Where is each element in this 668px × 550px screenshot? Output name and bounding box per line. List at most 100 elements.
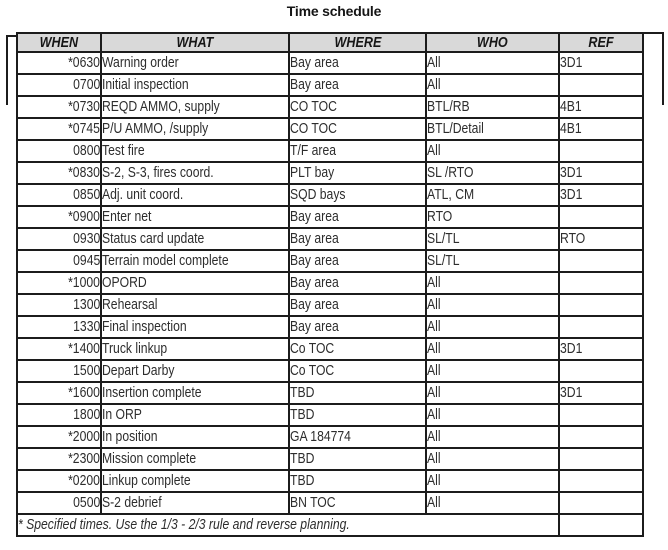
- column-header-what: WHAT: [100, 32, 290, 53]
- table-row: *0630 Warning order Bay area All 3D1: [16, 51, 644, 75]
- what-cell: Insertion complete: [100, 381, 290, 405]
- where-cell: CO TOC: [288, 117, 427, 141]
- where-cell: Bay area: [288, 227, 427, 251]
- when-cell: *0630: [16, 51, 102, 75]
- who-cell: All: [425, 337, 560, 361]
- who-cell: All: [425, 381, 560, 405]
- where-cell: TBD: [288, 381, 427, 405]
- when-cell: *2000: [16, 425, 102, 449]
- where-cell: Co TOC: [288, 359, 427, 383]
- table-row: *1600 Insertion complete TBD All 3D1: [16, 381, 644, 405]
- table-row: *0830 S-2, S-3, fires coord. PLT bay SL …: [16, 161, 644, 185]
- ref-cell: [558, 469, 644, 493]
- what-cell: Adj. unit coord.: [100, 183, 290, 207]
- ref-cell: RTO: [558, 227, 644, 251]
- when-cell: 0800: [16, 139, 102, 163]
- column-header-ref: REF: [558, 32, 644, 53]
- ref-cell: [558, 205, 644, 229]
- ref-cell: 3D1: [558, 51, 644, 75]
- who-cell: ATL, CM: [425, 183, 560, 207]
- ref-cell: 3D1: [558, 183, 644, 207]
- table-row: *0900 Enter net Bay area RTO: [16, 205, 644, 229]
- table-row: *1000 OPORD Bay area All: [16, 271, 644, 295]
- table-row: *2300 Mission complete TBD All: [16, 447, 644, 471]
- table-row: 1800 In ORP TBD All: [16, 403, 644, 427]
- ref-cell: [558, 447, 644, 471]
- where-cell: Bay area: [288, 249, 427, 273]
- where-cell: TBD: [288, 447, 427, 471]
- when-cell: *0200: [16, 469, 102, 493]
- page-frame-left-connector: [6, 35, 18, 37]
- where-cell: Bay area: [288, 51, 427, 75]
- who-cell: All: [425, 271, 560, 295]
- who-cell: RTO: [425, 205, 560, 229]
- when-cell: *0900: [16, 205, 102, 229]
- where-cell: TBD: [288, 469, 427, 493]
- who-cell: SL/TL: [425, 227, 560, 251]
- when-cell: *0730: [16, 95, 102, 119]
- schedule-body: *0630 Warning order Bay area All 3D1 070…: [16, 51, 644, 515]
- when-cell: 0850: [16, 183, 102, 207]
- where-cell: Bay area: [288, 271, 427, 295]
- who-cell: All: [425, 73, 560, 97]
- column-header-where: WHERE: [288, 32, 427, 53]
- who-cell: All: [425, 491, 560, 515]
- ref-cell: [558, 403, 644, 427]
- where-cell: Bay area: [288, 205, 427, 229]
- ref-cell: [558, 293, 644, 317]
- ref-cell: [558, 73, 644, 97]
- table-row: *0730 REQD AMMO, supply CO TOC BTL/RB 4B…: [16, 95, 644, 119]
- who-cell: All: [425, 447, 560, 471]
- when-cell: 0930: [16, 227, 102, 251]
- when-cell: *1400: [16, 337, 102, 361]
- what-cell: Warning order: [100, 51, 290, 75]
- table-row: *1400 Truck linkup Co TOC All 3D1: [16, 337, 644, 361]
- what-cell: Mission complete: [100, 447, 290, 471]
- where-cell: TBD: [288, 403, 427, 427]
- what-cell: Linkup complete: [100, 469, 290, 493]
- ref-cell: [558, 425, 644, 449]
- when-cell: *2300: [16, 447, 102, 471]
- time-schedule-table: WHEN WHAT WHERE WHO REF *0630 Warning or…: [16, 32, 644, 537]
- when-cell: 1800: [16, 403, 102, 427]
- footnote-ref-empty-cell: [558, 513, 644, 537]
- when-cell: 0700: [16, 73, 102, 97]
- where-cell: SQD bays: [288, 183, 427, 207]
- where-cell: Bay area: [288, 315, 427, 339]
- column-header-who: WHO: [425, 32, 560, 53]
- table-row: 0945 Terrain model complete Bay area SL/…: [16, 249, 644, 273]
- page-frame-left-line: [6, 35, 8, 105]
- where-cell: Bay area: [288, 293, 427, 317]
- who-cell: All: [425, 359, 560, 383]
- when-cell: 1300: [16, 293, 102, 317]
- table-row: 0500 S-2 debrief BN TOC All: [16, 491, 644, 515]
- what-cell: Terrain model complete: [100, 249, 290, 273]
- table-row: 0850 Adj. unit coord. SQD bays ATL, CM 3…: [16, 183, 644, 207]
- when-cell: *0745: [16, 117, 102, 141]
- when-cell: 0500: [16, 491, 102, 515]
- table-row: *0200 Linkup complete TBD All: [16, 469, 644, 493]
- where-cell: BN TOC: [288, 491, 427, 515]
- who-cell: BTL/RB: [425, 95, 560, 119]
- footnote-row: * Specified times. Use the 1/3 - 2/3 rul…: [16, 513, 644, 537]
- when-cell: *1000: [16, 271, 102, 295]
- ref-cell: 3D1: [558, 161, 644, 185]
- where-cell: T/F area: [288, 139, 427, 163]
- who-cell: All: [425, 403, 560, 427]
- page-frame-top-extension: [640, 32, 664, 34]
- column-header-when: WHEN: [16, 32, 102, 53]
- footnote-cell: * Specified times. Use the 1/3 - 2/3 rul…: [16, 513, 560, 537]
- ref-cell: [558, 491, 644, 515]
- who-cell: BTL/Detail: [425, 117, 560, 141]
- what-cell: S-2 debrief: [100, 491, 290, 515]
- what-cell: P/U AMMO, /supply: [100, 117, 290, 141]
- when-cell: 1500: [16, 359, 102, 383]
- where-cell: Bay area: [288, 73, 427, 97]
- table-row: 0700 Initial inspection Bay area All: [16, 73, 644, 97]
- ref-cell: 4B1: [558, 117, 644, 141]
- what-cell: Test fire: [100, 139, 290, 163]
- ref-cell: [558, 359, 644, 383]
- what-cell: Rehearsal: [100, 293, 290, 317]
- table-row: 1330 Final inspection Bay area All: [16, 315, 644, 339]
